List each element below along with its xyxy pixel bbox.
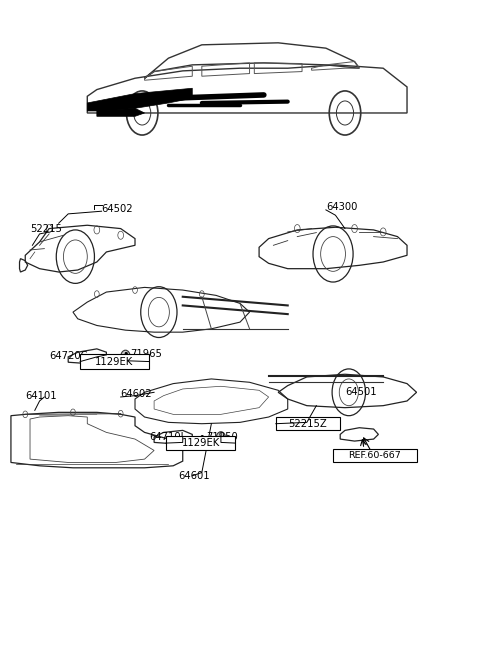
Text: 64720C: 64720C xyxy=(49,350,88,360)
Circle shape xyxy=(216,431,226,445)
Text: 64710L: 64710L xyxy=(149,432,186,442)
Text: 52215: 52215 xyxy=(30,223,62,234)
Bar xyxy=(80,354,149,369)
Polygon shape xyxy=(87,89,192,111)
Text: 52215Z: 52215Z xyxy=(288,419,327,429)
Polygon shape xyxy=(97,108,144,116)
Text: 71950: 71950 xyxy=(206,432,239,442)
Text: 64501: 64501 xyxy=(345,387,377,397)
Text: •: • xyxy=(122,349,129,359)
Text: 1129EK: 1129EK xyxy=(182,438,220,448)
Text: 64602: 64602 xyxy=(120,389,152,399)
Bar xyxy=(166,435,235,450)
Text: 64601: 64601 xyxy=(178,471,210,481)
Circle shape xyxy=(120,350,130,364)
Text: 71965: 71965 xyxy=(130,349,162,359)
Text: 64101: 64101 xyxy=(25,391,57,401)
Text: 64300: 64300 xyxy=(326,202,357,212)
Bar xyxy=(276,417,340,430)
Text: 1129EK: 1129EK xyxy=(96,356,133,366)
Text: •: • xyxy=(199,432,205,442)
Text: REF.60-667: REF.60-667 xyxy=(348,452,401,460)
Text: 64502: 64502 xyxy=(102,203,133,213)
Bar xyxy=(333,449,417,462)
